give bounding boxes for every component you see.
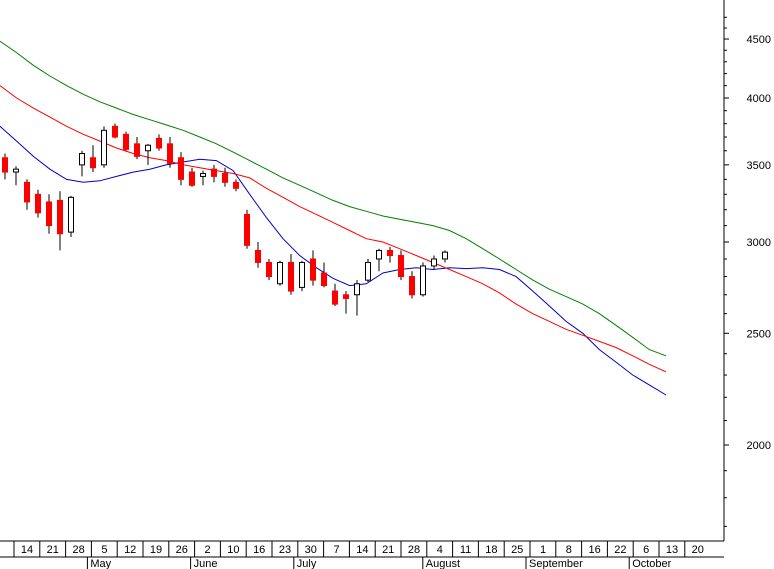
x-day-label: 18: [485, 544, 497, 556]
candle-body: [145, 144, 151, 152]
x-day-label: 7: [334, 544, 340, 556]
y-tick-label: 2500: [747, 328, 771, 340]
candle-body: [156, 137, 162, 149]
x-month-label: September: [529, 558, 583, 569]
y-tick-label: 4500: [747, 34, 771, 46]
x-day-label: 28: [72, 544, 84, 556]
candle-body: [112, 125, 118, 138]
x-axis-ticks: 14 21 28 5 12 19 26 2 10 16 23 30 7 14 21 28 4 11 18 25 1 8 16…: [13, 541, 704, 569]
x-day-label: 30: [305, 544, 317, 556]
x-day-label: 10: [227, 544, 239, 556]
candle-body: [57, 199, 63, 235]
candle-body: [79, 153, 85, 166]
candle-body: [90, 157, 96, 169]
candle-body: [200, 173, 206, 177]
x-day-label: 11: [460, 544, 471, 556]
candle-body: [266, 261, 272, 278]
candle-body: [46, 201, 52, 227]
y-tick-label: 2000: [747, 440, 771, 452]
candle-body: [365, 261, 371, 281]
x-day-label: 20: [692, 544, 704, 556]
candle-body: [442, 251, 448, 260]
candle-body: [420, 265, 426, 296]
x-day-label: 23: [279, 544, 291, 556]
plot-frame: [0, 0, 725, 558]
candle-body: [233, 181, 239, 189]
candle-body: [178, 157, 184, 180]
candle-body: [24, 181, 30, 203]
x-month-label: August: [426, 558, 460, 569]
moving-average-line: [0, 85, 667, 373]
x-day-label: 2: [205, 544, 211, 556]
candle-body: [134, 143, 140, 157]
x-day-label: 19: [150, 544, 162, 556]
candle-body: [332, 290, 338, 305]
candle-body: [343, 294, 349, 299]
candle-body: [211, 168, 217, 177]
candle-body: [431, 258, 437, 267]
candle-body: [2, 157, 8, 173]
x-month-label: July: [297, 558, 317, 569]
candle-body: [321, 272, 327, 287]
x-day-label: 1: [540, 544, 546, 556]
x-day-label: 28: [408, 544, 420, 556]
candle-body: [376, 249, 382, 260]
candle-body: [277, 261, 283, 285]
x-day-label: 14: [356, 544, 368, 556]
candle-body: [123, 133, 129, 150]
x-day-label: 12: [124, 544, 136, 556]
x-day-label: 25: [511, 544, 523, 556]
candle-body: [409, 276, 415, 296]
x-month-label: May: [90, 558, 111, 569]
candle-body: [167, 143, 173, 164]
x-month-label: October: [632, 558, 671, 569]
moving-average-line: [0, 40, 667, 357]
candle-body: [299, 261, 305, 288]
candle-body: [354, 283, 360, 296]
x-day-label: 16: [588, 544, 600, 556]
y-tick-label: 3000: [747, 237, 771, 249]
candle-body: [13, 168, 19, 173]
candle-body: [310, 258, 316, 281]
candle-body: [244, 213, 250, 246]
x-day-label: 14: [21, 544, 33, 556]
candlesticks: [2, 123, 448, 316]
candle-body: [398, 255, 404, 278]
candle-body: [387, 249, 393, 257]
x-day-label: 22: [614, 544, 626, 556]
x-day-label: 6: [643, 544, 649, 556]
y-tick-label: 4000: [747, 93, 771, 105]
y-axis-ticks: 2000 2500 3000 3500 4000 4500: [724, 16, 771, 527]
x-day-label: 16: [253, 544, 265, 556]
x-day-label: 8: [566, 544, 572, 556]
x-day-label: 5: [101, 544, 107, 556]
moving-average-line: [0, 125, 667, 396]
y-tick-label: 3500: [747, 160, 771, 172]
candle-body: [68, 196, 74, 233]
candle-body: [255, 249, 261, 263]
x-month-label: June: [194, 558, 218, 569]
candle-body: [35, 193, 41, 214]
candle-body: [222, 173, 228, 183]
candle-body: [101, 129, 107, 166]
moving-average-lines: [0, 40, 667, 396]
candle-body: [288, 261, 294, 292]
x-day-label: 21: [47, 544, 59, 556]
x-day-label: 4: [437, 544, 443, 556]
x-day-label: 21: [382, 544, 394, 556]
x-day-label: 13: [666, 544, 678, 556]
x-day-label: 26: [176, 544, 188, 556]
candle-body: [189, 171, 195, 186]
